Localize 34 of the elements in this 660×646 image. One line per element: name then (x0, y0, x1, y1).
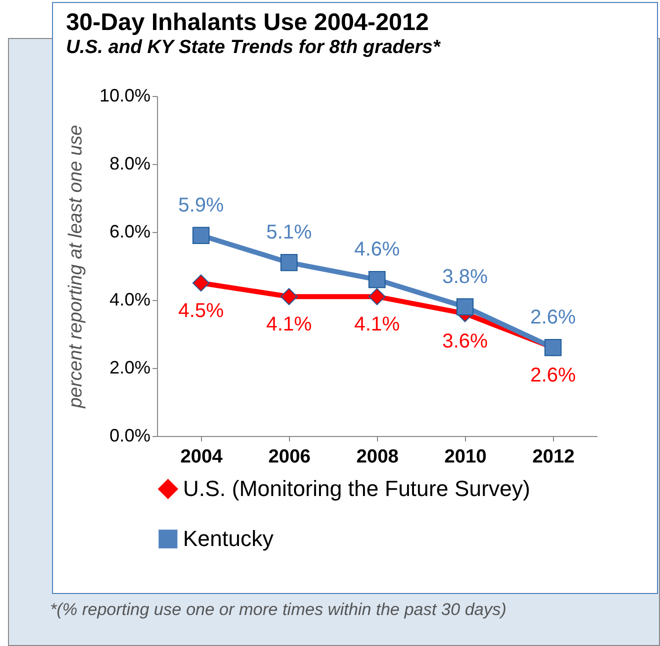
data-label: 4.1% (266, 314, 312, 336)
data-label: 2.6% (530, 306, 576, 329)
data-label: 3.8% (442, 266, 488, 288)
x-tick-label: 2004 (180, 446, 224, 468)
point (192, 274, 210, 292)
point (280, 288, 298, 306)
y-tick-label: 8.0% (109, 154, 150, 174)
point (368, 271, 386, 288)
chart-subtitle: U.S. and KY State Trends for 8th graders* (66, 37, 442, 58)
x-tick-label: 2010 (444, 446, 487, 468)
data-label: 5.1% (266, 222, 312, 244)
y-tick-label: 4.0% (109, 290, 150, 310)
legend-label: U.S. (Monitoring the Future Survey) (183, 476, 530, 501)
legend-label: Kentucky (183, 526, 274, 551)
data-label: 5.9% (178, 194, 224, 216)
x-tick-label: 2012 (532, 446, 575, 468)
x-tick-label: 2006 (268, 446, 311, 468)
data-label: 4.1% (354, 314, 400, 336)
data-label: 4.5% (178, 300, 224, 322)
y-tick-label: 0.0% (109, 426, 150, 446)
data-label: 4.6% (354, 238, 400, 261)
point (456, 298, 474, 316)
chart-title: 30-Day Inhalants Use 2004-2012 (66, 9, 429, 36)
y-tick-label: 6.0% (109, 222, 150, 242)
point (280, 254, 298, 272)
y-axis-title: percent reporting at least one use (65, 124, 86, 410)
y-tick-label: 2.0% (109, 358, 150, 378)
x-tick-label: 2008 (356, 446, 399, 468)
text: *(% reporting use one or more times within the past 30 days) (50, 600, 506, 620)
y-tick-label: 10.0% (99, 86, 150, 106)
point (368, 288, 386, 306)
point (192, 226, 210, 244)
data-label: 2.6% (530, 364, 576, 387)
data-label: 3.6% (442, 330, 488, 353)
